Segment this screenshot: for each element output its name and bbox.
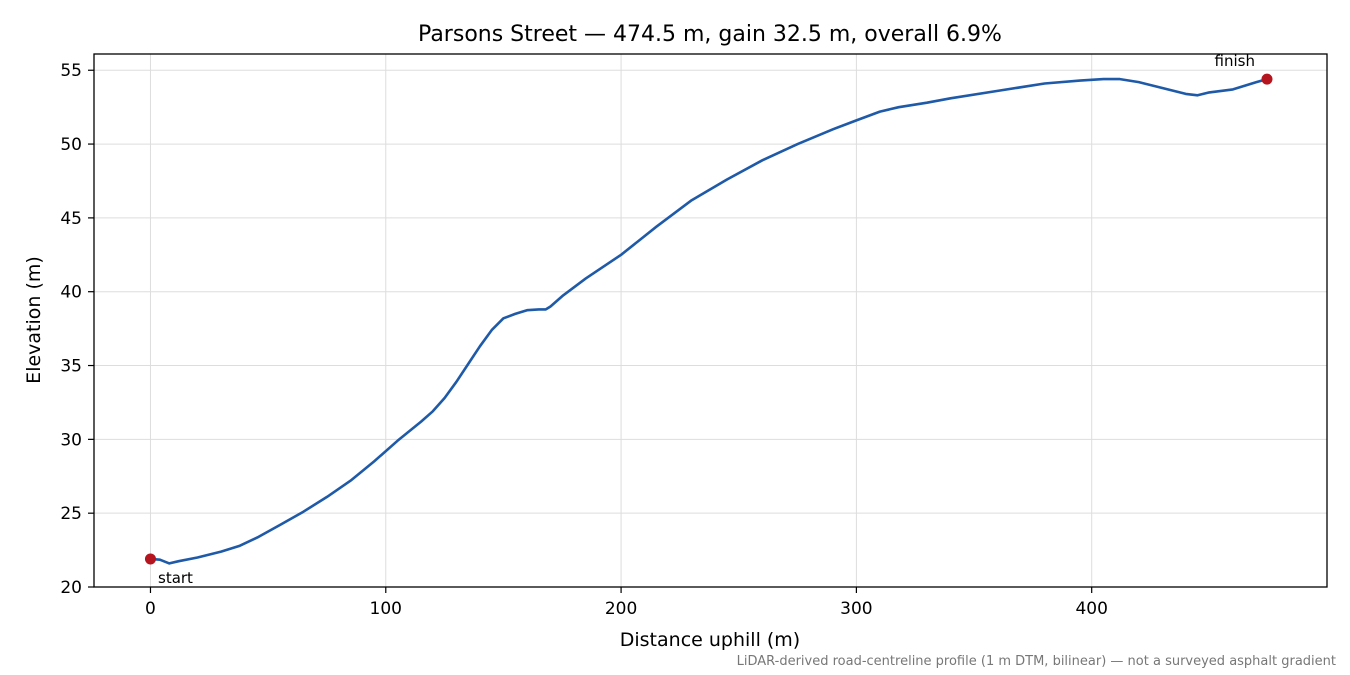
x-tick-label: 400 bbox=[1075, 599, 1107, 619]
y-tick-label: 35 bbox=[60, 357, 82, 377]
footnote: LiDAR-derived road-centreline profile (1… bbox=[737, 654, 1336, 669]
x-tick-label: 100 bbox=[370, 599, 402, 619]
y-tick-label: 50 bbox=[60, 135, 82, 155]
y-tick-label: 25 bbox=[60, 504, 82, 524]
y-tick-label: 40 bbox=[60, 283, 82, 303]
start-annotation: start bbox=[158, 569, 193, 587]
finish-annotation: finish bbox=[1215, 52, 1255, 70]
x-tick-label: 0 bbox=[145, 599, 156, 619]
grid-lines bbox=[94, 54, 1327, 588]
x-axis-label: Distance uphill (m) bbox=[620, 629, 800, 651]
series-layer bbox=[149, 77, 1269, 565]
endpoint-markers bbox=[144, 73, 1273, 565]
plot-frame bbox=[93, 53, 1328, 588]
start-marker bbox=[144, 553, 156, 565]
y-tick-label: 20 bbox=[60, 578, 82, 598]
x-tick-label: 300 bbox=[840, 599, 872, 619]
elevation-line bbox=[149, 77, 1269, 565]
x-tick-label: 200 bbox=[605, 599, 637, 619]
chart-title: Parsons Street — 474.5 m, gain 32.5 m, o… bbox=[418, 22, 1002, 47]
y-tick-label: 55 bbox=[60, 61, 82, 81]
y-axis-label: Elevation (m) bbox=[23, 256, 45, 384]
y-tick-label: 45 bbox=[60, 209, 82, 229]
finish-marker bbox=[1261, 73, 1273, 85]
axis-ticks: 0 100 200 300 400 20 25 30 35 40 45 50 55 bbox=[60, 61, 1108, 619]
y-tick-label: 30 bbox=[60, 430, 82, 450]
